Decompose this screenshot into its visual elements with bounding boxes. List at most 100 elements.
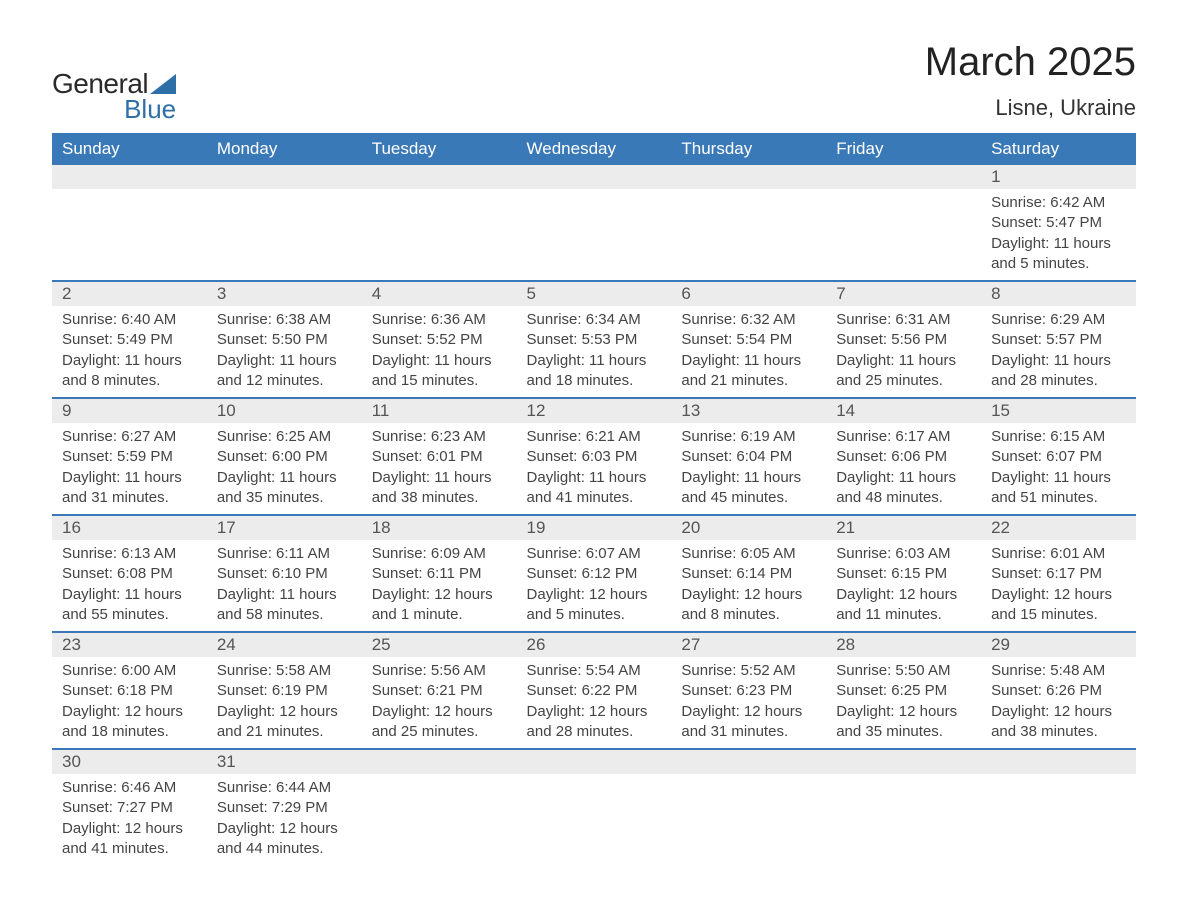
day-number: 16 (52, 516, 207, 540)
day-header: Thursday (671, 133, 826, 165)
day-number: 12 (517, 399, 672, 423)
cell-daylight: Daylight: 12 hours and 35 minutes. (836, 702, 971, 743)
cell-sunset: Sunset: 6:04 PM (681, 447, 816, 467)
day-cell-body: Sunrise: 5:48 AMSunset: 6:26 PMDaylight:… (981, 657, 1136, 749)
cell-daylight: Daylight: 12 hours and 8 minutes. (681, 585, 816, 626)
day-cell-body: Sunrise: 6:36 AMSunset: 5:52 PMDaylight:… (362, 306, 517, 398)
calendar-table: SundayMondayTuesdayWednesdayThursdayFrid… (52, 133, 1136, 865)
day-cell: 12 (517, 398, 672, 423)
day-number: 11 (362, 399, 517, 423)
day-cell: 16 (52, 515, 207, 540)
cell-sunrise: Sunrise: 5:58 AM (217, 661, 352, 681)
day-cell-body: Sunrise: 6:03 AMSunset: 6:15 PMDaylight:… (826, 540, 981, 632)
cell-daylight: Daylight: 12 hours and 18 minutes. (62, 702, 197, 743)
day-number: 2 (52, 282, 207, 306)
day-header-row: SundayMondayTuesdayWednesdayThursdayFrid… (52, 133, 1136, 165)
day-cell-body: Sunrise: 5:56 AMSunset: 6:21 PMDaylight:… (362, 657, 517, 749)
day-header: Tuesday (362, 133, 517, 165)
cell-daylight: Daylight: 11 hours and 35 minutes. (217, 468, 352, 509)
cell-sunset: Sunset: 5:57 PM (991, 330, 1126, 350)
cell-sunset: Sunset: 5:54 PM (681, 330, 816, 350)
day-number: 10 (207, 399, 362, 423)
day-number: 8 (981, 282, 1136, 306)
cell-daylight: Daylight: 11 hours and 12 minutes. (217, 351, 352, 392)
location-subtitle: Lisne, Ukraine (925, 95, 1136, 121)
cell-sunset: Sunset: 6:06 PM (836, 447, 971, 467)
day-number: 17 (207, 516, 362, 540)
day-cell (362, 749, 517, 774)
day-number: 9 (52, 399, 207, 423)
cell-sunset: Sunset: 5:52 PM (372, 330, 507, 350)
day-cell-body: Sunrise: 6:27 AMSunset: 5:59 PMDaylight:… (52, 423, 207, 515)
cell-sunrise: Sunrise: 6:38 AM (217, 310, 352, 330)
cell-daylight: Daylight: 11 hours and 8 minutes. (62, 351, 197, 392)
day-cell-body (826, 189, 981, 281)
day-cell-body: Sunrise: 6:42 AMSunset: 5:47 PMDaylight:… (981, 189, 1136, 281)
day-number: 22 (981, 516, 1136, 540)
day-cell-body: Sunrise: 6:31 AMSunset: 5:56 PMDaylight:… (826, 306, 981, 398)
cell-sunset: Sunset: 6:07 PM (991, 447, 1126, 467)
day-cell-body (207, 189, 362, 281)
cell-sunset: Sunset: 6:26 PM (991, 681, 1126, 701)
cell-sunrise: Sunrise: 6:27 AM (62, 427, 197, 447)
day-header: Wednesday (517, 133, 672, 165)
day-cell: 14 (826, 398, 981, 423)
cell-daylight: Daylight: 11 hours and 15 minutes. (372, 351, 507, 392)
cell-sunrise: Sunrise: 6:15 AM (991, 427, 1126, 447)
day-number: 30 (52, 750, 207, 774)
day-number: 28 (826, 633, 981, 657)
cell-sunrise: Sunrise: 6:01 AM (991, 544, 1126, 564)
day-cell (517, 749, 672, 774)
cell-daylight: Daylight: 12 hours and 31 minutes. (681, 702, 816, 743)
cell-sunset: Sunset: 6:21 PM (372, 681, 507, 701)
cell-sunset: Sunset: 6:12 PM (527, 564, 662, 584)
cell-sunset: Sunset: 6:17 PM (991, 564, 1126, 584)
day-cell-body (362, 189, 517, 281)
cell-sunrise: Sunrise: 6:46 AM (62, 778, 197, 798)
day-number: 20 (671, 516, 826, 540)
day-number: 23 (52, 633, 207, 657)
day-cell-body: Sunrise: 6:34 AMSunset: 5:53 PMDaylight:… (517, 306, 672, 398)
cell-sunrise: Sunrise: 5:50 AM (836, 661, 971, 681)
cell-sunrise: Sunrise: 5:56 AM (372, 661, 507, 681)
day-cell-body: Sunrise: 6:17 AMSunset: 6:06 PMDaylight:… (826, 423, 981, 515)
cell-sunrise: Sunrise: 6:42 AM (991, 193, 1126, 213)
week-body-row: Sunrise: 6:42 AMSunset: 5:47 PMDaylight:… (52, 189, 1136, 281)
cell-sunrise: Sunrise: 6:11 AM (217, 544, 352, 564)
day-cell: 19 (517, 515, 672, 540)
cell-sunset: Sunset: 7:29 PM (217, 798, 352, 818)
cell-daylight: Daylight: 11 hours and 51 minutes. (991, 468, 1126, 509)
cell-sunset: Sunset: 5:47 PM (991, 213, 1126, 233)
day-cell (826, 749, 981, 774)
day-cell-body (52, 189, 207, 281)
day-cell: 13 (671, 398, 826, 423)
cell-daylight: Daylight: 11 hours and 25 minutes. (836, 351, 971, 392)
day-cell-body: Sunrise: 6:25 AMSunset: 6:00 PMDaylight:… (207, 423, 362, 515)
cell-sunset: Sunset: 6:25 PM (836, 681, 971, 701)
day-cell: 30 (52, 749, 207, 774)
day-cell: 18 (362, 515, 517, 540)
day-cell-body: Sunrise: 6:40 AMSunset: 5:49 PMDaylight:… (52, 306, 207, 398)
title-block: March 2025 Lisne, Ukraine (925, 40, 1136, 121)
day-cell (671, 165, 826, 189)
day-cell: 1 (981, 165, 1136, 189)
day-cell-body: Sunrise: 6:44 AMSunset: 7:29 PMDaylight:… (207, 774, 362, 865)
day-header: Friday (826, 133, 981, 165)
cell-daylight: Daylight: 12 hours and 44 minutes. (217, 819, 352, 860)
day-cell-body: Sunrise: 6:00 AMSunset: 6:18 PMDaylight:… (52, 657, 207, 749)
cell-sunset: Sunset: 6:15 PM (836, 564, 971, 584)
cell-sunrise: Sunrise: 6:13 AM (62, 544, 197, 564)
day-cell: 25 (362, 632, 517, 657)
day-number: 14 (826, 399, 981, 423)
week-body-row: Sunrise: 6:13 AMSunset: 6:08 PMDaylight:… (52, 540, 1136, 632)
cell-daylight: Daylight: 12 hours and 21 minutes. (217, 702, 352, 743)
cell-sunset: Sunset: 6:18 PM (62, 681, 197, 701)
cell-sunrise: Sunrise: 6:23 AM (372, 427, 507, 447)
day-cell-body (981, 774, 1136, 865)
day-cell-body: Sunrise: 6:29 AMSunset: 5:57 PMDaylight:… (981, 306, 1136, 398)
cell-sunrise: Sunrise: 5:52 AM (681, 661, 816, 681)
cell-sunset: Sunset: 5:50 PM (217, 330, 352, 350)
day-cell-body (671, 774, 826, 865)
day-number: 7 (826, 282, 981, 306)
day-cell: 7 (826, 281, 981, 306)
